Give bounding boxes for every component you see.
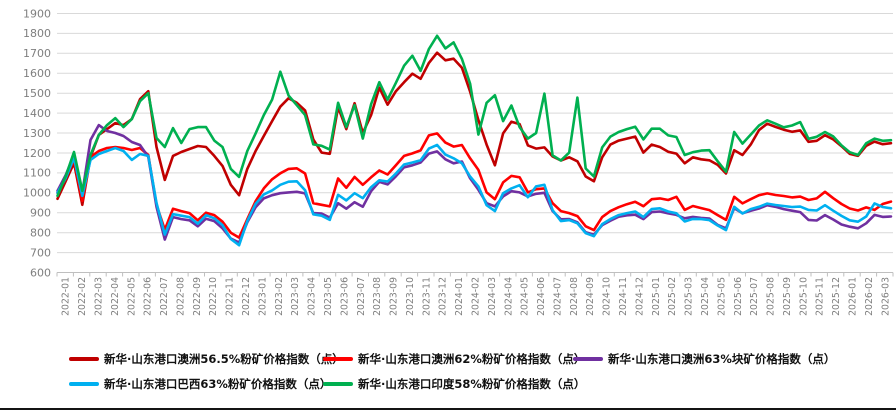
svg-text:2024-03: 2024-03	[487, 277, 498, 316]
svg-text:2023-11: 2023-11	[421, 277, 432, 316]
svg-text:2022-05: 2022-05	[126, 277, 137, 316]
svg-text:2022-01: 2022-01	[61, 277, 72, 316]
legend-swatch-red-icon	[323, 357, 353, 361]
svg-text:2024-10: 2024-10	[602, 277, 613, 316]
svg-text:2025-07: 2025-07	[749, 277, 760, 316]
legend-item-au63-lump: 新华·山东港口澳洲63%块矿价格指数（点）	[573, 351, 835, 367]
svg-text:1000: 1000	[23, 187, 51, 200]
svg-text:2024-05: 2024-05	[520, 277, 531, 316]
svg-text:2023-12: 2023-12	[438, 277, 449, 316]
svg-text:1500: 1500	[23, 87, 51, 100]
bottom-divider	[0, 408, 896, 410]
svg-text:2025-04: 2025-04	[700, 277, 711, 316]
legend-swatch-darkred-icon	[69, 357, 99, 361]
y-axis-tick-labels: 600 700 800 900 1000 1100 1200 1300 1400 1500 1600…	[23, 7, 51, 279]
legend-label: 新华·山东港口巴西63%粉矿价格指数（点）	[104, 377, 332, 391]
svg-text:2022-09: 2022-09	[192, 277, 203, 316]
svg-text:1100: 1100	[23, 167, 51, 180]
price-index-line-chart: 600 700 800 900 1000 1100 1200 1300 1400 1500 1600…	[23, 7, 894, 316]
y-gridlines	[57, 13, 893, 273]
svg-text:1300: 1300	[23, 127, 51, 140]
svg-text:2022-11: 2022-11	[225, 277, 236, 316]
legend-label: 新华·山东港口澳洲63%块矿价格指数（点）	[608, 352, 836, 366]
svg-text:2023-09: 2023-09	[389, 277, 400, 316]
svg-text:1900: 1900	[23, 7, 51, 20]
svg-text:2024-04: 2024-04	[503, 277, 514, 316]
svg-text:2024-11: 2024-11	[618, 277, 629, 316]
svg-text:2024-01: 2024-01	[454, 277, 465, 316]
svg-text:2025-02: 2025-02	[667, 277, 678, 316]
svg-text:1600: 1600	[23, 67, 51, 80]
series-line	[56, 143, 893, 247]
svg-text:2024-07: 2024-07	[553, 277, 564, 316]
svg-text:2025-06: 2025-06	[733, 277, 744, 316]
svg-text:2026-02: 2026-02	[864, 277, 875, 316]
svg-text:2025-03: 2025-03	[684, 277, 695, 316]
svg-text:2023-03: 2023-03	[290, 277, 301, 316]
svg-text:700: 700	[30, 246, 51, 259]
svg-text:900: 900	[30, 207, 51, 220]
series-line	[56, 34, 893, 198]
svg-text:1200: 1200	[23, 147, 51, 160]
series-lines	[56, 34, 893, 247]
svg-text:2025-08: 2025-08	[766, 277, 777, 316]
svg-text:2023-02: 2023-02	[274, 277, 285, 316]
svg-text:2023-06: 2023-06	[339, 277, 350, 316]
svg-text:2023-08: 2023-08	[372, 277, 383, 316]
svg-text:2022-06: 2022-06	[143, 277, 154, 316]
svg-text:2026-03: 2026-03	[880, 277, 891, 316]
legend-item-au565-fines: 新华·山东港口澳洲56.5%粉矿价格指数（点）	[69, 351, 344, 367]
x-axis-ticks	[56, 272, 894, 277]
svg-text:2023-01: 2023-01	[257, 277, 268, 316]
legend-item-in58-fines: 新华·山东港口印度58%粉矿价格指数（点）	[323, 376, 585, 392]
legend-item-au62-fines: 新华·山东港口澳洲62%粉矿价格指数（点）	[323, 351, 585, 367]
svg-text:2022-10: 2022-10	[208, 277, 219, 316]
svg-text:2024-06: 2024-06	[536, 277, 547, 316]
legend-item-br63-fines: 新华·山东港口巴西63%粉矿价格指数（点）	[69, 376, 331, 392]
svg-text:2022-08: 2022-08	[175, 277, 186, 316]
svg-text:2024-02: 2024-02	[471, 277, 482, 316]
svg-text:1400: 1400	[23, 107, 51, 120]
x-axis-tick-labels: 2022-01 2022-02 2022-03 2022-04 2022-05 2022-…	[61, 277, 892, 316]
svg-text:2024-08: 2024-08	[569, 277, 580, 316]
svg-text:2025-05: 2025-05	[716, 277, 727, 316]
series-line	[56, 123, 893, 244]
svg-text:2025-11: 2025-11	[815, 277, 826, 316]
svg-text:2023-10: 2023-10	[405, 277, 416, 316]
legend-swatch-green-icon	[323, 382, 353, 386]
svg-text:2024-12: 2024-12	[634, 277, 645, 316]
svg-text:2023-07: 2023-07	[356, 277, 367, 316]
svg-text:2022-02: 2022-02	[77, 277, 88, 316]
svg-text:1800: 1800	[23, 27, 51, 40]
svg-text:2022-12: 2022-12	[241, 277, 252, 316]
svg-text:2025-12: 2025-12	[831, 277, 842, 316]
svg-text:2022-07: 2022-07	[159, 277, 170, 316]
svg-text:2022-04: 2022-04	[110, 277, 121, 316]
series-line	[56, 132, 893, 239]
svg-text:1700: 1700	[23, 47, 51, 60]
svg-text:2024-09: 2024-09	[585, 277, 596, 316]
svg-text:800: 800	[30, 227, 51, 240]
legend-swatch-blue-icon	[69, 382, 99, 386]
legend-label: 新华·山东港口印度58%粉矿价格指数（点）	[358, 377, 586, 391]
svg-text:600: 600	[30, 266, 51, 279]
svg-text:2023-04: 2023-04	[307, 277, 318, 316]
svg-text:2025-09: 2025-09	[782, 277, 793, 316]
legend-label: 新华·山东港口澳洲56.5%粉矿价格指数（点）	[104, 352, 344, 366]
svg-text:2022-03: 2022-03	[94, 277, 105, 316]
svg-text:2026-01: 2026-01	[848, 277, 859, 316]
svg-text:2025-10: 2025-10	[798, 277, 809, 316]
svg-text:2025-01: 2025-01	[651, 277, 662, 316]
svg-text:2023-05: 2023-05	[323, 277, 334, 316]
legend-swatch-purple-icon	[573, 357, 603, 361]
legend-label: 新华·山东港口澳洲62%粉矿价格指数（点）	[358, 352, 586, 366]
